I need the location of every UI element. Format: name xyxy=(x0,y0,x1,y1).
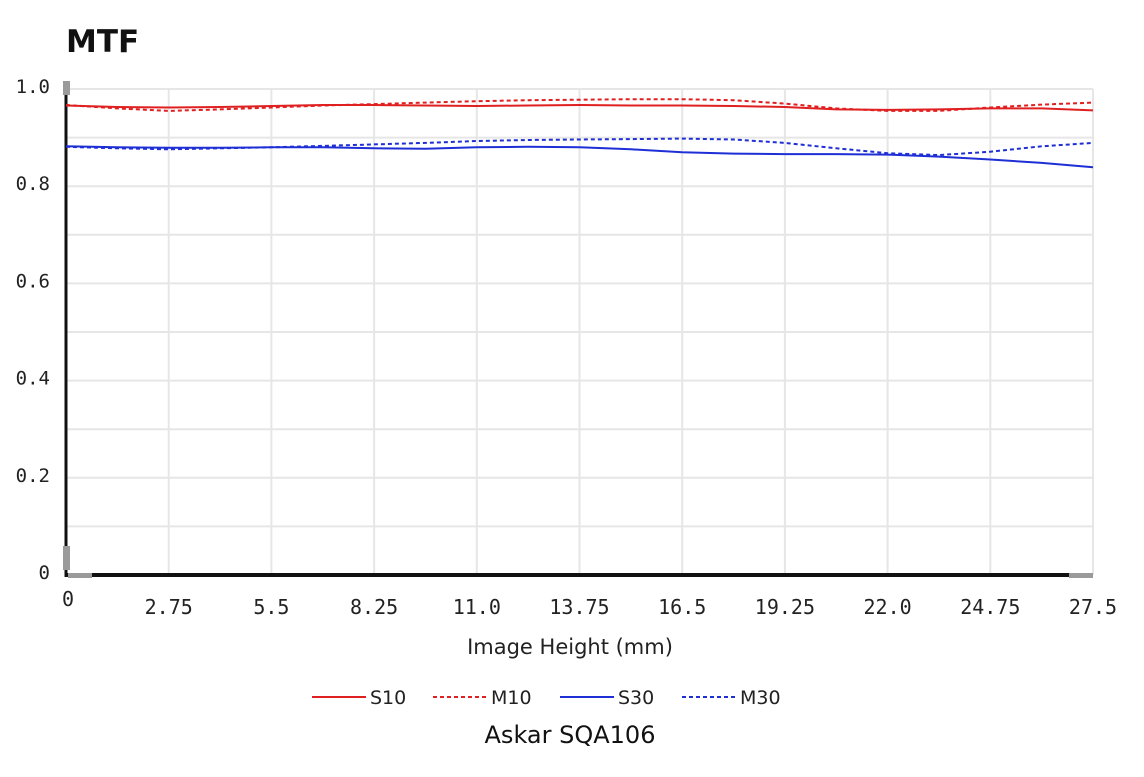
x-tick-label: 5.5 xyxy=(253,595,289,619)
y-axis-scroll-handle xyxy=(63,546,70,570)
series-line-m10 xyxy=(65,98,1094,112)
x-tick-label: 0 xyxy=(62,587,74,611)
x-tick-label: 24.75 xyxy=(960,595,1020,619)
x-tick-label: 13.75 xyxy=(549,595,609,619)
series-line-s10 xyxy=(65,104,1094,112)
x-tick-label: 16.5 xyxy=(658,595,706,619)
y-tick-label: 0.6 xyxy=(16,270,50,292)
x-tick-label: 22.0 xyxy=(864,595,912,619)
legend-label-m30: M30 xyxy=(740,687,781,709)
y-tick-label: 0.8 xyxy=(16,173,50,195)
chart-title: MTF xyxy=(66,24,139,60)
x-axis-scroll-handle xyxy=(68,573,92,578)
y-tick-label: 0.2 xyxy=(16,465,50,487)
y-axis-scroll-handle xyxy=(63,81,70,95)
y-tick-label: 0 xyxy=(39,562,50,584)
x-tick-label: 27.5 xyxy=(1069,595,1117,619)
y-tick-labels: 0 0.2 0.4 0.6 0.8 1.0 xyxy=(16,76,50,584)
series-lines xyxy=(65,98,1094,169)
x-axis-scroll-handle xyxy=(1069,573,1093,578)
y-tick-label: 0.4 xyxy=(16,368,50,390)
series-line-m30 xyxy=(65,137,1094,157)
chart-caption: Askar SQA106 xyxy=(485,721,656,749)
legend-label-s30: S30 xyxy=(618,687,654,709)
legend-label-m10: M10 xyxy=(491,687,532,709)
x-tick-label: 2.75 xyxy=(145,595,193,619)
x-tick-label: 19.25 xyxy=(755,595,815,619)
y-tick-label: 1.0 xyxy=(16,76,50,98)
x-axis-label: Image Height (mm) xyxy=(467,635,673,659)
x-tick-labels: 0 2.75 5.5 8.25 11.0 13.75 16.5 19.25 22.0 24.75 2… xyxy=(62,587,1117,619)
axes xyxy=(63,81,1093,578)
x-tick-label: 8.25 xyxy=(350,595,398,619)
legend: S10 M10 S30 M30 xyxy=(312,687,781,709)
legend-label-s10: S10 xyxy=(370,687,406,709)
grid-lines xyxy=(66,88,1094,575)
x-tick-label: 11.0 xyxy=(453,595,501,619)
